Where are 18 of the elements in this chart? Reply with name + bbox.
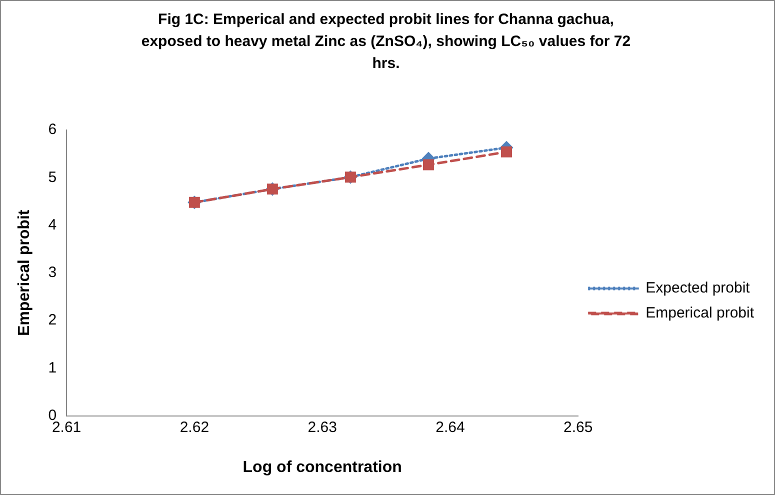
y-tick-label: 3 bbox=[48, 264, 57, 282]
point bbox=[422, 159, 434, 170]
y-tick-label: 1 bbox=[48, 359, 57, 376]
x-axis-title: Log of concentration bbox=[242, 458, 402, 476]
y-tick-label: 4 bbox=[48, 216, 57, 234]
y-tick-label: 2 bbox=[48, 312, 57, 329]
x-tick-label: 2.63 bbox=[308, 418, 337, 436]
y-tick-label: 5 bbox=[48, 168, 57, 186]
legend-label: Expected probit bbox=[646, 280, 751, 297]
y-tick-label: 6 bbox=[48, 121, 57, 138]
x-tick-label: 2.62 bbox=[180, 418, 210, 436]
chart-title: Fig 1C: Emperical and expected probit lines for Channa gachua, exposed to heavy metal Zinc as (ZnSO₄), showing LC₅₀ values for 72 hrs. bbox=[141, 10, 631, 74]
x-tick-label: 2.65 bbox=[564, 418, 593, 436]
legend-label: Emperical probit bbox=[646, 304, 755, 322]
point bbox=[501, 146, 512, 158]
x-tick-label: 2.61 bbox=[52, 418, 82, 436]
y-axis-title: Emperical probit bbox=[16, 209, 34, 336]
x-tick-label: 2.64 bbox=[436, 418, 465, 436]
